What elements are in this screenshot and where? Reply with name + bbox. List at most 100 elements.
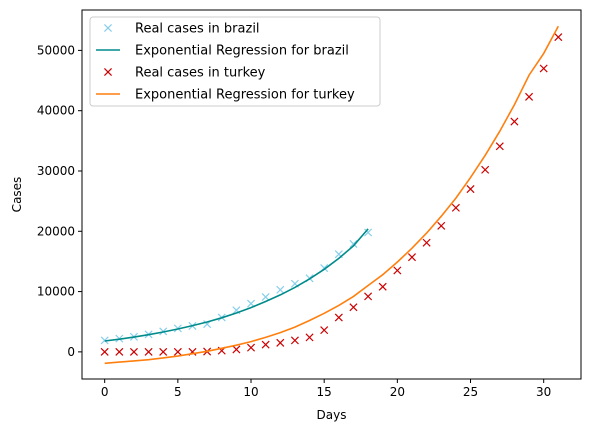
data-point xyxy=(393,266,402,275)
data-point xyxy=(144,347,153,356)
data-point xyxy=(276,285,285,294)
marker-stroke xyxy=(466,185,475,194)
marker-stroke xyxy=(349,239,358,248)
data-point xyxy=(481,165,490,174)
marker-stroke xyxy=(129,347,138,356)
marker-stroke xyxy=(349,303,358,312)
marker-stroke xyxy=(495,142,504,151)
data-point xyxy=(407,253,417,262)
y-axis: 0 10000 20000 30000 40000 50000 xyxy=(37,43,82,359)
legend-label: Exponential Regression for brazil xyxy=(135,44,349,59)
data-point xyxy=(364,292,373,301)
y-tick-label: 0 xyxy=(67,345,75,359)
data-point xyxy=(159,347,168,356)
marker-stroke xyxy=(144,347,153,356)
marker-stroke xyxy=(173,347,182,356)
y-tick-label: 10000 xyxy=(37,285,75,299)
y-axis-label: Cases xyxy=(10,177,24,213)
marker-stroke xyxy=(407,253,417,262)
data-point xyxy=(334,313,343,322)
marker-stroke xyxy=(437,221,446,230)
marker-stroke xyxy=(232,345,241,354)
data-point xyxy=(261,292,270,302)
data-point xyxy=(261,340,270,349)
marker-stroke xyxy=(364,228,373,237)
data-point xyxy=(246,343,256,352)
marker-stroke xyxy=(422,238,431,247)
marker-stroke xyxy=(378,282,387,291)
data-point xyxy=(232,345,241,354)
marker-stroke xyxy=(510,117,519,126)
marker-stroke xyxy=(393,266,402,275)
x-tick-label: 10 xyxy=(243,385,258,399)
x-tick-label: 30 xyxy=(536,385,551,399)
marker-stroke xyxy=(481,165,490,174)
marker-stroke xyxy=(290,279,299,288)
data-point xyxy=(115,347,124,356)
regression-line xyxy=(104,25,560,365)
y-tick-label: 40000 xyxy=(37,104,75,118)
legend-label: Exponential Regression for turkey xyxy=(135,88,355,103)
marker-stroke xyxy=(334,250,343,259)
data-point xyxy=(437,221,446,230)
series-2 xyxy=(104,228,369,342)
x-tick-label: 25 xyxy=(463,385,478,399)
x-axis: 0 5 10 15 20 25 30 xyxy=(101,379,551,399)
data-point xyxy=(539,64,548,73)
marker-stroke xyxy=(525,92,534,101)
x-axis-label: Days xyxy=(317,408,347,422)
marker-stroke xyxy=(334,313,343,322)
x-tick-label: 5 xyxy=(174,385,182,399)
series-4 xyxy=(104,25,560,365)
data-point xyxy=(320,326,329,335)
regression-line xyxy=(104,228,369,342)
marker-stroke xyxy=(246,343,256,352)
data-point xyxy=(129,347,138,356)
data-point xyxy=(510,117,519,126)
legend: Real cases in brazil Exponential Regressi… xyxy=(89,16,381,107)
legend-label: Real cases in brazil xyxy=(135,22,260,37)
marker-stroke xyxy=(290,336,299,345)
marker-stroke xyxy=(539,64,548,73)
marker-stroke xyxy=(554,33,563,42)
y-tick-label: 20000 xyxy=(37,224,75,238)
data-point xyxy=(173,347,182,356)
data-point xyxy=(495,142,504,151)
legend-label: Real cases in turkey xyxy=(135,66,266,81)
legend-marker-handle xyxy=(103,67,113,77)
marker-stroke xyxy=(103,67,113,77)
marker-stroke xyxy=(232,306,241,315)
data-point xyxy=(349,303,358,312)
marker-stroke xyxy=(261,292,270,302)
data-point xyxy=(466,185,475,194)
marker-stroke xyxy=(100,347,109,356)
marker-stroke xyxy=(320,326,329,335)
series-layer xyxy=(100,25,563,365)
marker-stroke xyxy=(451,203,460,212)
marker-stroke xyxy=(276,285,285,294)
marker-stroke xyxy=(261,340,270,349)
x-tick-label: 0 xyxy=(101,385,109,399)
data-point xyxy=(422,238,431,247)
data-point xyxy=(100,347,109,356)
marker-stroke xyxy=(305,333,314,342)
marker-stroke xyxy=(115,347,124,356)
data-point xyxy=(451,203,460,212)
data-point xyxy=(349,239,358,248)
marker-stroke xyxy=(246,299,256,308)
data-point xyxy=(305,333,314,342)
legend-box xyxy=(89,16,381,107)
series-3 xyxy=(100,33,563,356)
data-point xyxy=(525,92,534,101)
y-tick-label: 50000 xyxy=(37,43,75,57)
data-point xyxy=(290,336,299,345)
data-point xyxy=(364,228,373,237)
y-tick-label: 30000 xyxy=(37,164,75,178)
marker-stroke xyxy=(364,292,373,301)
marker-stroke xyxy=(276,338,285,347)
axes-frame xyxy=(81,9,582,380)
data-point xyxy=(276,338,285,347)
legend-marker-handle xyxy=(103,23,113,33)
marker-stroke xyxy=(159,347,168,356)
